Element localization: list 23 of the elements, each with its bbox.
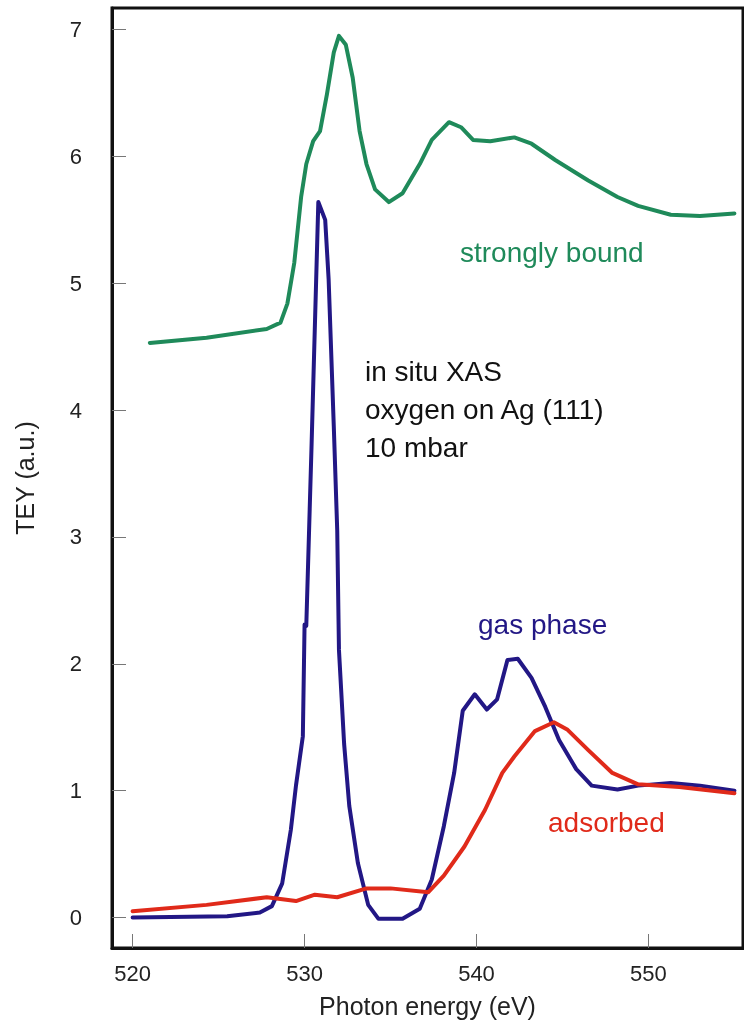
y-tick-label: 5 [69, 270, 82, 296]
x-tick-label: 520 [114, 960, 151, 986]
y-tick-label: 2 [69, 651, 82, 677]
x-axis-title: Photon energy (eV) [319, 991, 536, 1020]
y-tick-label: 3 [69, 524, 82, 550]
x-tick-label: 550 [630, 960, 667, 986]
line-series [130, 200, 737, 921]
y-tick-label: 7 [69, 17, 82, 43]
annotation: 10 mbar [365, 431, 468, 463]
annotation: in situ XAS [365, 355, 502, 387]
annotation: oxygen on Ag (111) [365, 393, 604, 425]
y-tick-label: 6 [69, 143, 82, 169]
series-label: strongly bound [460, 236, 644, 268]
series-label: gas phase [478, 608, 608, 640]
y-tick-label: 4 [69, 397, 82, 423]
y-tick-label: 0 [69, 905, 82, 931]
y-axis-title: TEY (a.u.) [10, 421, 39, 535]
y-tick-label: 1 [69, 778, 82, 804]
line-series [147, 33, 737, 345]
series-label: adsorbed [548, 806, 665, 838]
x-tick-label: 540 [458, 960, 495, 986]
x-tick-label: 530 [286, 960, 323, 986]
line-series [130, 720, 737, 914]
